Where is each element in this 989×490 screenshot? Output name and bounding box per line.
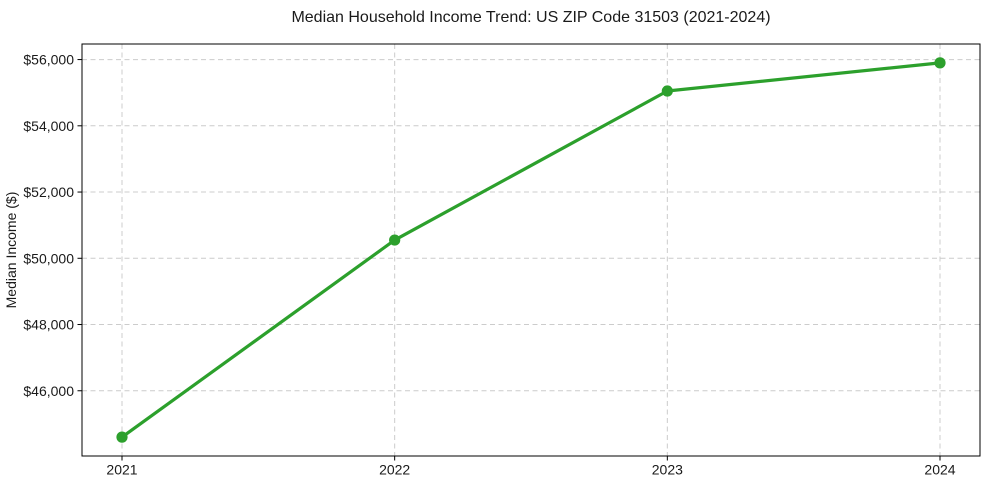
y-tick-label: $50,000	[23, 250, 74, 266]
plot-border	[81, 43, 981, 457]
chart-title: Median Household Income Trend: US ZIP Co…	[291, 9, 771, 26]
data-point	[389, 234, 401, 246]
x-tick-label: 2022	[379, 462, 410, 478]
y-tick-label: $56,000	[23, 52, 74, 68]
y-tick-label: $48,000	[23, 317, 74, 333]
data-point	[661, 85, 673, 97]
data-point	[934, 57, 946, 69]
y-tick-label: $46,000	[23, 383, 74, 399]
x-tick-label: 2024	[924, 462, 955, 478]
x-tick-label: 2021	[106, 462, 137, 478]
y-axis-label: Median Income ($)	[3, 192, 19, 309]
data-point	[116, 431, 128, 443]
data-line	[120, 61, 942, 439]
y-tick-label: $52,000	[23, 184, 74, 200]
y-tick-label: $54,000	[23, 118, 74, 134]
x-tick-label: 2023	[652, 462, 683, 478]
